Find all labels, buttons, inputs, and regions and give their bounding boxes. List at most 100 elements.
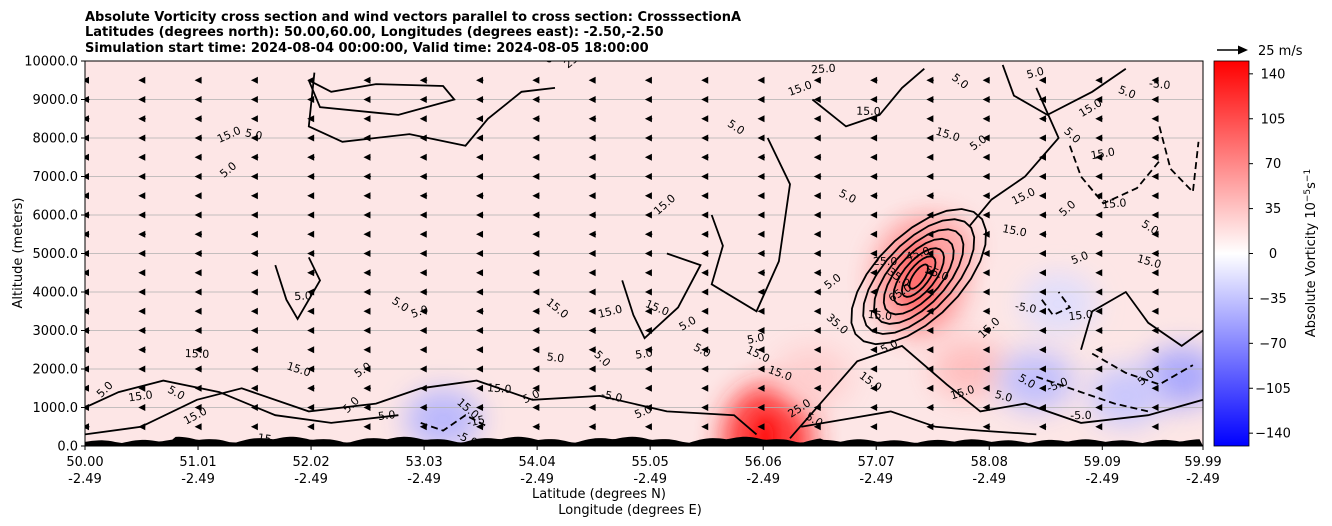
wind-vector-head (1095, 230, 1103, 238)
wind-vector-head (250, 327, 258, 334)
wind-vector-head (476, 250, 484, 257)
wind-vector-head (250, 230, 258, 238)
wind-vector-head (870, 192, 878, 200)
contour-label: 5.0 (1117, 83, 1138, 102)
wind-vector-head (588, 211, 596, 219)
wind-vector-head (250, 307, 258, 315)
wind-vector-head (1095, 211, 1103, 219)
chart-title: Absolute Vorticity cross section and win… (85, 10, 741, 56)
colorbar-tick-label: 140 (1261, 67, 1286, 82)
wind-vector-head (757, 96, 765, 103)
contour-label: -5.0 (1014, 300, 1037, 317)
wind-vector-head (644, 346, 652, 354)
contour-line (710, 137, 791, 313)
wind-vector-head (307, 307, 315, 315)
wind-vector-head (926, 384, 934, 392)
wind-vector-head (250, 115, 258, 123)
wind-vector-head (982, 192, 990, 200)
wind-vector-head (1151, 327, 1159, 334)
wind-vector-head (644, 384, 652, 392)
wind-vector-head (813, 115, 821, 123)
wind-vector-head (1095, 269, 1103, 277)
wind-vector-head (85, 115, 89, 123)
wind-vector-head (419, 250, 427, 257)
contour-label: -15 (466, 413, 486, 429)
wind-vector-head (982, 96, 990, 103)
wind-vector-head (644, 211, 652, 219)
wind-vector-head (419, 404, 427, 411)
contour-label: 5.0 (634, 346, 653, 362)
wind-vector-head (870, 365, 878, 373)
wind-vector-head (870, 423, 878, 431)
wind-vector-head (138, 346, 146, 354)
wind-vector-head (926, 76, 934, 84)
wind-vector-head (1038, 365, 1046, 373)
wind-vector-head (476, 134, 484, 142)
vorticity-blob (405, 389, 482, 446)
wind-vector-head (926, 288, 934, 296)
wind-vector-head (250, 153, 258, 161)
colorbar-tick-label: −35 (1259, 292, 1286, 307)
wind-vector-head (85, 230, 89, 238)
x-tick-label-lat: 56.06 (745, 455, 782, 470)
wind-vector-head (307, 404, 315, 411)
wind-vector-head (1095, 384, 1103, 392)
contour-label: 15.0 (1090, 145, 1116, 162)
wind-vector-head (138, 269, 146, 277)
wind-vector-head (532, 404, 540, 411)
wind-vector-head (1038, 288, 1046, 296)
contour-label: 5.0 (546, 350, 565, 365)
wind-vector-head (363, 288, 371, 296)
wind-vector-head (363, 346, 371, 354)
wind-vector-head (419, 153, 427, 161)
colorbar-tick-label: −105 (1255, 382, 1291, 397)
x-tick-label-lon: -2.49 (407, 472, 441, 487)
wind-vector-head (757, 346, 765, 354)
wind-vector-head (1151, 76, 1159, 84)
wind-vector-head (1038, 115, 1046, 123)
wind-vector-head (1151, 96, 1159, 103)
x-tick-label-lat: 52.02 (292, 455, 329, 470)
wind-vector-head (1038, 192, 1046, 200)
wind-vector-head (982, 173, 990, 180)
wind-vector-head (476, 384, 484, 392)
wind-vector-head (701, 96, 709, 103)
wind-vector-head (588, 96, 596, 103)
x-tick-label-lon: -2.49 (633, 472, 667, 487)
wind-vector-head (757, 192, 765, 200)
wind-vector-head (757, 365, 765, 373)
x-tick-label-lat: 53.03 (405, 455, 442, 470)
wind-vector-head (982, 250, 990, 257)
wind-vector-head (250, 365, 258, 373)
contour-line (789, 344, 1203, 439)
wind-vector-head (363, 423, 371, 431)
wind-vector-head (476, 230, 484, 238)
wind-vector-head (757, 153, 765, 161)
wind-vector-head (757, 327, 765, 334)
wind-vector-head (476, 346, 484, 354)
wind-vector-head (982, 384, 990, 392)
wind-vector-head (307, 153, 315, 161)
wind-vector-head (982, 346, 990, 354)
wind-vector-head (363, 115, 371, 123)
contour-label: 15.0 (185, 347, 210, 361)
wind-vector-head (926, 211, 934, 219)
wind-vector-head (1038, 423, 1046, 431)
wind-vector-head (476, 288, 484, 296)
contour-label: 5.0 (294, 289, 312, 303)
wind-vector-head (194, 423, 202, 431)
wind-vector-head (1151, 134, 1159, 142)
wind-vector-head (926, 346, 934, 354)
contour-line (801, 410, 1037, 436)
wind-vector-head (250, 423, 258, 431)
wind-vector-head (982, 211, 990, 219)
wind-vector-head (870, 134, 878, 142)
wind-vector-head (85, 423, 89, 431)
y-axis: 0.0 1000.0 2000.0 3000.0 4000.0 5000.0 6000.0 7… (24, 55, 85, 455)
wind-vector-head (813, 288, 821, 296)
x-tick-label-lat: 51.01 (179, 455, 216, 470)
wind-vector-head (644, 173, 652, 180)
wind-vector-head (532, 423, 540, 431)
wind-vector-head (194, 173, 202, 180)
wind-vector-head (85, 346, 89, 354)
